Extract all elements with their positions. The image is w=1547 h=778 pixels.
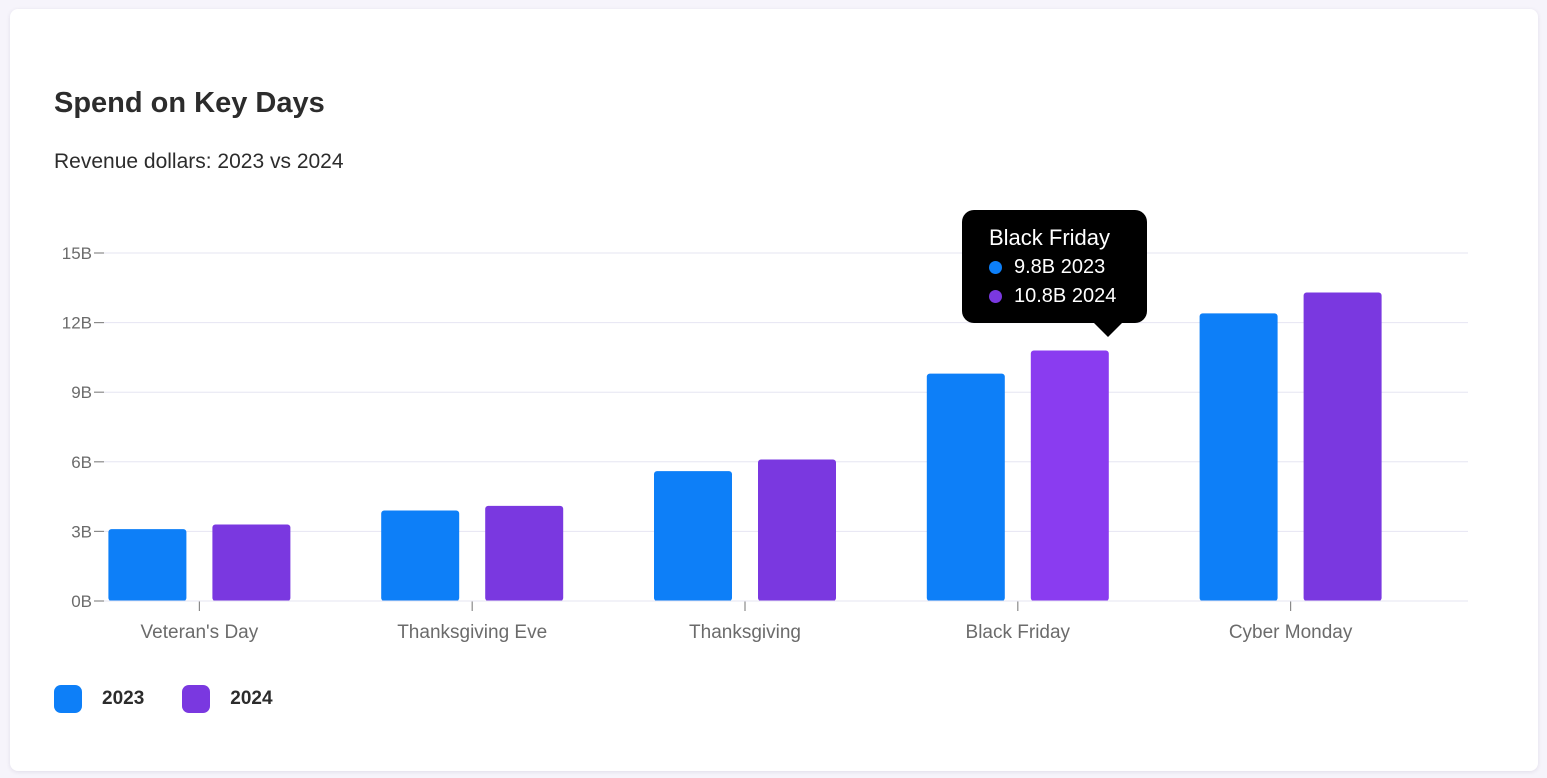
bar-thanksgiving-eve-2023 [381, 510, 460, 601]
tooltip-row-2024: 10.8B 2024 [989, 282, 1147, 311]
bar-veteran-s-day-2023 [108, 529, 187, 601]
bar-chart: 0B 3B 6B 9B 12B 15B Veteran's Day Thanksgiving… [62, 244, 1468, 643]
y-tick-label-3: 9B [71, 383, 92, 402]
legend-swatch-2024 [182, 685, 211, 713]
tooltip-title: Black Friday [989, 225, 1111, 250]
legend-item-2024[interactable]: 2024 [182, 685, 273, 713]
chart-subtitle: Revenue dollars: 2023 vs 2024 [54, 150, 344, 173]
x-tick-label-3: Black Friday [966, 622, 1071, 643]
bar-black-friday-2024 [1030, 350, 1109, 601]
tooltip-value-2023: 9.8B 2023 [1014, 256, 1106, 278]
bar-veteran-s-day-2024 [212, 524, 291, 601]
bar-cyber-monday-2024 [1303, 292, 1382, 601]
tooltip-dot-2024 [989, 290, 1002, 303]
y-tick-label-1: 3B [71, 522, 92, 541]
bars [108, 292, 1382, 601]
bar-cyber-monday-2023 [1199, 313, 1278, 601]
chart-title: Spend on Key Days [54, 87, 325, 119]
bar-black-friday-2023 [926, 373, 1005, 601]
tooltip-value-2024: 10.8B 2024 [1014, 285, 1117, 307]
x-tick-label-1: Thanksgiving Eve [397, 622, 547, 643]
chart-card: Spend on Key Days Revenue dollars: 2023 … [10, 9, 1538, 771]
tooltip-dot-2023 [989, 261, 1002, 274]
x-axis: Veteran's Day Thanksgiving Eve Thanksgivin… [104, 600, 1468, 643]
y-tick-label-2: 6B [71, 453, 92, 472]
y-tick-label-5: 15B [62, 244, 92, 263]
tooltip-row-2023: 9.8B 2023 [989, 253, 1147, 282]
x-tick-label-0: Veteran's Day [141, 622, 259, 643]
legend-label-2023: 2023 [102, 688, 145, 709]
x-tick-label-2: Thanksgiving [689, 622, 801, 643]
legend: 2023 2024 [54, 685, 311, 713]
y-axis: 0B 3B 6B 9B 12B 15B [62, 244, 104, 611]
y-tick-label-0: 0B [71, 592, 92, 611]
bar-thanksgiving-eve-2024 [485, 505, 564, 601]
tooltip: Black Friday 9.8B 2023 10.8B 2024 [962, 210, 1147, 337]
legend-item-2023[interactable]: 2023 [54, 685, 144, 713]
legend-label-2024: 2024 [230, 688, 273, 709]
bar-thanksgiving-2024 [758, 459, 836, 601]
legend-swatch-2023 [54, 685, 82, 713]
bar-thanksgiving-2023 [654, 471, 732, 601]
y-tick-label-4: 12B [62, 314, 92, 333]
x-tick-label-4: Cyber Monday [1229, 622, 1353, 643]
